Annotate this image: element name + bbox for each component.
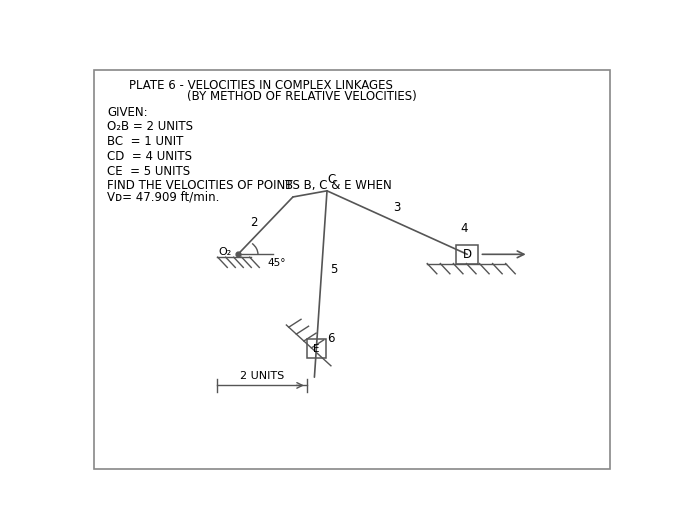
Text: 45°: 45° <box>267 258 286 268</box>
Text: (BY METHOD OF RELATIVE VELOCITIES): (BY METHOD OF RELATIVE VELOCITIES) <box>187 90 417 103</box>
Text: BC  = 1 UNIT: BC = 1 UNIT <box>107 135 184 148</box>
Text: 6: 6 <box>327 332 335 345</box>
Text: 3: 3 <box>394 201 401 213</box>
Text: PLATE 6 - VELOCITIES IN COMPLEX LINKAGES: PLATE 6 - VELOCITIES IN COMPLEX LINKAGES <box>129 79 393 93</box>
Text: O₂: O₂ <box>219 247 232 257</box>
Text: CE  = 5 UNITS: CE = 5 UNITS <box>107 164 191 178</box>
Text: B: B <box>285 179 292 192</box>
Text: 4: 4 <box>461 222 469 235</box>
Text: D: D <box>462 248 472 261</box>
Text: CD  = 4 UNITS: CD = 4 UNITS <box>107 150 193 163</box>
Bar <box>307 339 326 359</box>
Text: 2 UNITS: 2 UNITS <box>239 371 284 381</box>
Text: O₂B = 2 UNITS: O₂B = 2 UNITS <box>107 120 193 134</box>
Text: C: C <box>327 173 335 186</box>
Bar <box>456 245 478 263</box>
Text: 5: 5 <box>330 263 337 276</box>
Text: Vᴅ= 47.909 ft/min.: Vᴅ= 47.909 ft/min. <box>107 191 219 204</box>
Text: E: E <box>313 344 320 354</box>
Text: GIVEN:: GIVEN: <box>107 106 148 119</box>
Text: 2: 2 <box>250 216 257 229</box>
Text: FIND THE VELOCITIES OF POINTS B, C & E WHEN: FIND THE VELOCITIES OF POINTS B, C & E W… <box>107 179 392 193</box>
